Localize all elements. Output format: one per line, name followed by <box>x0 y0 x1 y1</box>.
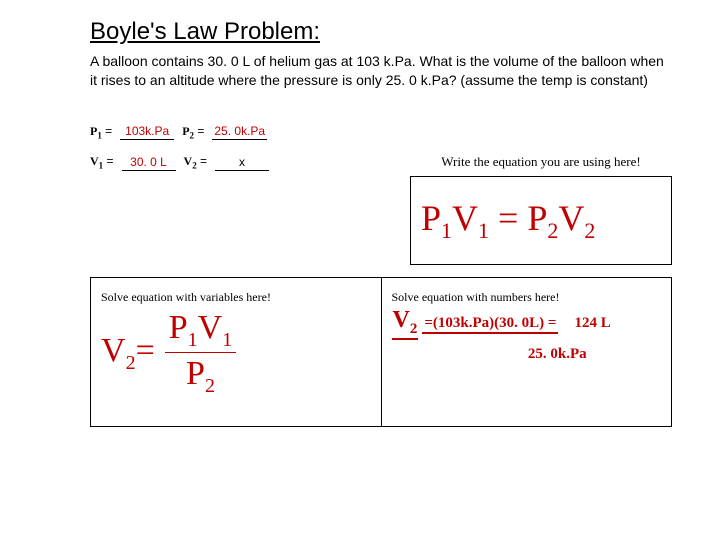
numeric-denominator: 25. 0k.Pa <box>454 346 662 363</box>
page-title: Boyle's Law Problem: <box>90 18 672 46</box>
problem-text: A balloon contains 30. 0 L of helium gas… <box>90 52 672 90</box>
p2-label: P2 = <box>182 124 204 140</box>
givens-block: P1 = 103k.Pa P2 = 25. 0k.Pa V1 = 30. 0 L… <box>90 124 672 266</box>
p2-value: 25. 0k.Pa <box>212 124 267 140</box>
p1-label: P1 = <box>90 124 112 140</box>
solve-num-prompt: Solve equation with numbers here! <box>392 290 662 305</box>
v1-value: 30. 0 L <box>122 155 176 171</box>
solve-variables-cell: Solve equation with variables here! V2= … <box>90 277 382 427</box>
derivation: V2= P1V1 P2 <box>101 311 371 396</box>
v2-value: x <box>215 155 269 171</box>
p1-value: 103k.Pa <box>120 124 174 140</box>
numeric-work: V2 =(103k.Pa)(30. 0L) = 124 L 25. 0k.Pa <box>392 307 662 363</box>
equation-box: P1V1 = P2V2 <box>410 176 672 265</box>
solve-numbers-cell: Solve equation with numbers here! V2 =(1… <box>382 277 673 427</box>
solve-var-prompt: Solve equation with variables here! <box>101 290 371 305</box>
main-equation: P1V1 = P2V2 <box>421 197 595 244</box>
v1-label: V1 = <box>90 154 114 170</box>
equation-prompt: Write the equation you are using here! <box>410 154 672 170</box>
v2-label: V2 = <box>184 154 208 170</box>
final-answer: 124 L <box>574 315 610 332</box>
